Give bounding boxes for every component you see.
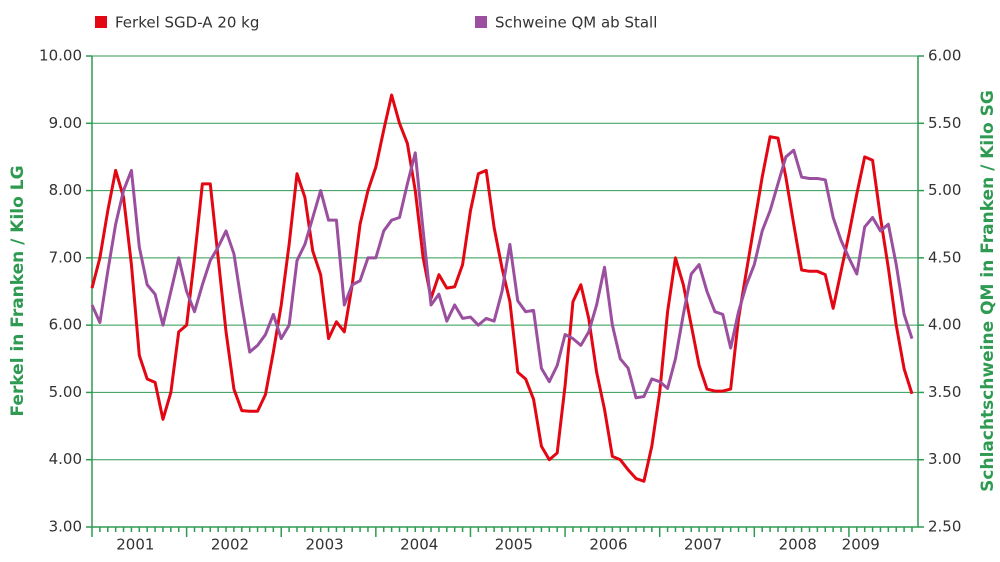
x-tick-label: 2004 [400,536,438,554]
x-tick-label: 2009 [842,536,880,554]
y-tick-label: 4.00 [49,450,82,468]
y-tick-label: 8.00 [49,181,82,199]
x-tick-label: 2007 [684,536,722,554]
y-tick-label: 10.00 [39,47,82,65]
y2-tick-label: 3.50 [928,383,961,401]
legend-swatch [95,16,107,28]
x-tick-label: 2005 [495,536,533,554]
y-tick-label: 9.00 [49,114,82,132]
y-axis-title: Ferkel in Franken / Kilo LG [8,165,28,416]
y2-tick-label: 2.50 [928,518,961,536]
legend-label: Schweine QM ab Stall [495,14,657,32]
y-tick-label: 3.00 [49,518,82,536]
series-line [90,148,914,400]
x-tick-label: 2003 [306,536,344,554]
y-tick-label: 7.00 [49,248,82,266]
y2-axis-title: Schlachtschweine QM in Franken / Kilo SG [978,90,998,492]
x-tick-label: 2001 [116,536,154,554]
y2-tick-label: 5.00 [928,181,961,199]
y2-tick-label: 6.00 [928,47,961,65]
legend-swatch [475,16,487,28]
y-tick-label: 6.00 [49,316,82,334]
y2-tick-label: 5.50 [928,114,961,132]
series-line [90,93,914,483]
y2-tick-label: 4.50 [928,248,961,266]
y2-tick-label: 4.00 [928,316,961,334]
x-tick-label: 2002 [211,536,249,554]
y-tick-label: 5.00 [49,383,82,401]
y2-tick-label: 3.00 [928,450,961,468]
x-tick-label: 2008 [779,536,817,554]
legend-label: Ferkel SGD-A 20 kg [115,14,259,32]
x-tick-label: 2006 [589,536,627,554]
